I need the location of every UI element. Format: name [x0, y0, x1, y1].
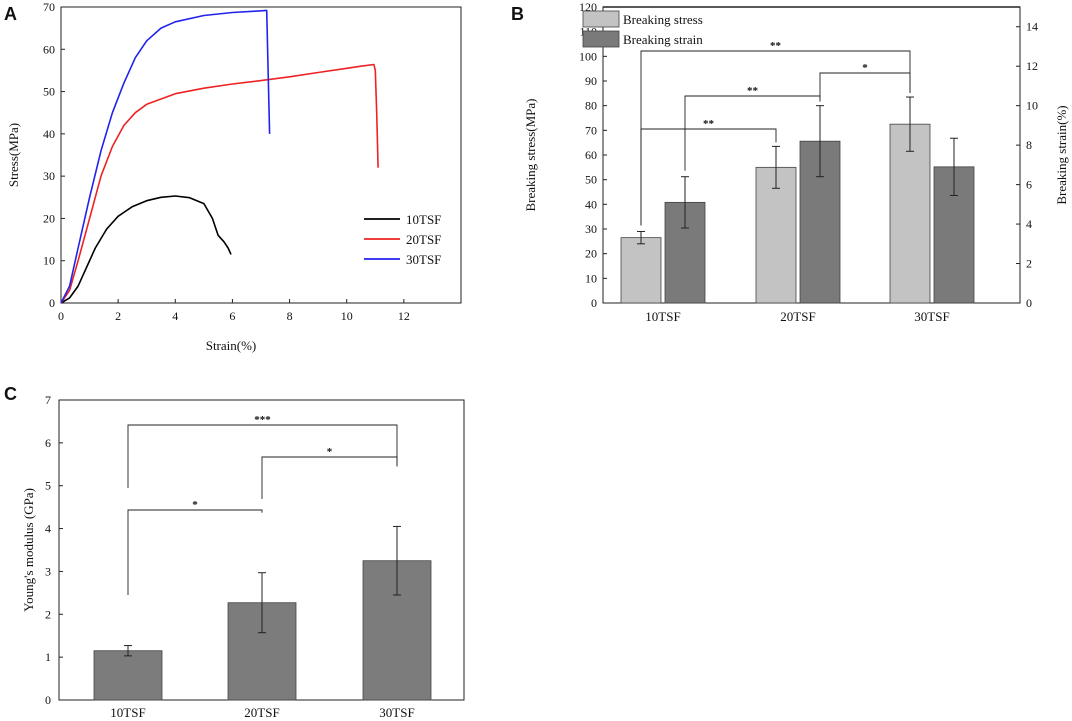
category-label-30TSF: 30TSF — [379, 705, 414, 720]
significance-label: * — [327, 446, 333, 458]
significance-label: * — [862, 62, 868, 74]
y-tick-label: 80 — [585, 99, 597, 113]
legend-swatch-breaking-stress — [582, 10, 620, 28]
y-axis-label: Breaking stress(MPa) — [523, 98, 538, 211]
x-axis-label: Strain(%) — [206, 338, 257, 353]
significance-bracket — [261, 456, 398, 499]
y-tick-label: 60 — [585, 148, 597, 162]
y-tick-label: 20 — [585, 247, 597, 261]
significance-bracket — [127, 509, 263, 595]
significance-bracket — [819, 72, 911, 100]
y-tick-label: 100 — [579, 49, 597, 63]
significance-label: * — [192, 499, 198, 511]
legend-label-breaking-strain: Breaking strain — [623, 32, 703, 47]
x-tick-label: 10 — [341, 309, 353, 323]
y-tick-label: 5 — [45, 479, 51, 493]
y-tick-label: 6 — [45, 436, 51, 450]
bar-breaking-stress-20TSF — [755, 166, 797, 304]
y-tick-label: 60 — [43, 42, 55, 56]
y2-tick-label: 12 — [1026, 59, 1038, 73]
significance-label: ** — [703, 118, 715, 130]
y-tick-label: 50 — [585, 173, 597, 187]
x-tick-label: 2 — [115, 309, 121, 323]
y-tick-label: 70 — [585, 123, 597, 137]
category-label-20TSF: 20TSF — [244, 705, 279, 720]
panel-label-b: B — [511, 4, 524, 24]
significance-label: ** — [770, 40, 782, 52]
y2-tick-label: 8 — [1026, 138, 1032, 152]
y2-tick-label: 14 — [1026, 20, 1038, 34]
legend-swatch-breaking-strain — [582, 30, 620, 48]
significance-label: ** — [747, 85, 759, 97]
breaking-bar-chart: 010203040506070809010011012002468101214B… — [523, 0, 1069, 324]
category-label-30TSF: 30TSF — [914, 309, 949, 324]
y2-tick-label: 2 — [1026, 257, 1032, 271]
significance-label: *** — [254, 414, 271, 426]
series-line-10TSF — [60, 195, 232, 304]
youngs-modulus-chart: 0 1 2 3 4 5 6 7 Young's modulus (GPa) 10TSF 20TSF 3… — [21, 393, 465, 720]
stress-strain-chart: 0 2 4 6 8 10 12 0 10 20 30 40 50 60 70 Strain(%) Stress(… — [6, 0, 462, 353]
x-tick-label: 12 — [398, 309, 410, 323]
legend-label-10TSF: 10TSF — [406, 212, 441, 227]
panel-label-c: C — [4, 384, 17, 404]
y-axis-label: Young's modulus (GPa) — [21, 488, 36, 612]
series-line-20TSF — [60, 63, 379, 304]
y2-tick-label: 6 — [1026, 178, 1032, 192]
legend-label-20TSF: 20TSF — [406, 232, 441, 247]
y-tick-label: 3 — [45, 564, 51, 578]
y2-tick-label: 0 — [1026, 296, 1032, 310]
y-tick-label: 20 — [43, 211, 55, 225]
category-label-10TSF: 10TSF — [645, 309, 680, 324]
bar-youngs-modulus-10TSF — [93, 650, 163, 701]
x-tick-label: 6 — [229, 309, 235, 323]
y-tick-label: 90 — [585, 74, 597, 88]
category-label-10TSF: 10TSF — [110, 705, 145, 720]
y-tick-label: 30 — [43, 169, 55, 183]
legend-label-breaking-stress: Breaking stress — [623, 12, 703, 27]
y-tick-label: 4 — [45, 522, 51, 536]
bar-breaking-stress-10TSF — [620, 237, 662, 304]
y-tick-label: 40 — [585, 197, 597, 211]
x-tick-label: 4 — [172, 309, 178, 323]
y-tick-label: 120 — [579, 0, 597, 14]
y-tick-label: 10 — [585, 271, 597, 285]
y-tick-label: 50 — [43, 85, 55, 99]
y-tick-label: 7 — [45, 393, 51, 407]
y-tick-label: 0 — [591, 296, 597, 310]
y-tick-label: 0 — [45, 693, 51, 707]
y-tick-label: 70 — [43, 0, 55, 14]
x-tick-label: 0 — [58, 309, 64, 323]
y2-tick-label: 10 — [1026, 99, 1038, 113]
category-label-20TSF: 20TSF — [780, 309, 815, 324]
x-tick-label: 8 — [287, 309, 293, 323]
significance-bracket — [640, 128, 777, 226]
legend-label-30TSF: 30TSF — [406, 252, 441, 267]
significance-bracket — [127, 424, 398, 488]
y-tick-label: 1 — [45, 650, 51, 664]
panel-label-a: A — [4, 4, 17, 24]
significance-bracket — [684, 95, 821, 171]
y2-tick-label: 4 — [1026, 217, 1032, 231]
y-tick-label: 30 — [585, 222, 597, 236]
y-tick-label: 10 — [43, 254, 55, 268]
y-tick-label: 0 — [49, 296, 55, 310]
y-tick-label: 40 — [43, 127, 55, 141]
y2-axis-label: Breaking strain(%) — [1054, 105, 1069, 204]
series-line-30TSF — [60, 9, 271, 304]
y-axis-label: Stress(MPa) — [6, 123, 21, 187]
plot-frame — [60, 6, 462, 304]
y-tick-label: 2 — [45, 607, 51, 621]
